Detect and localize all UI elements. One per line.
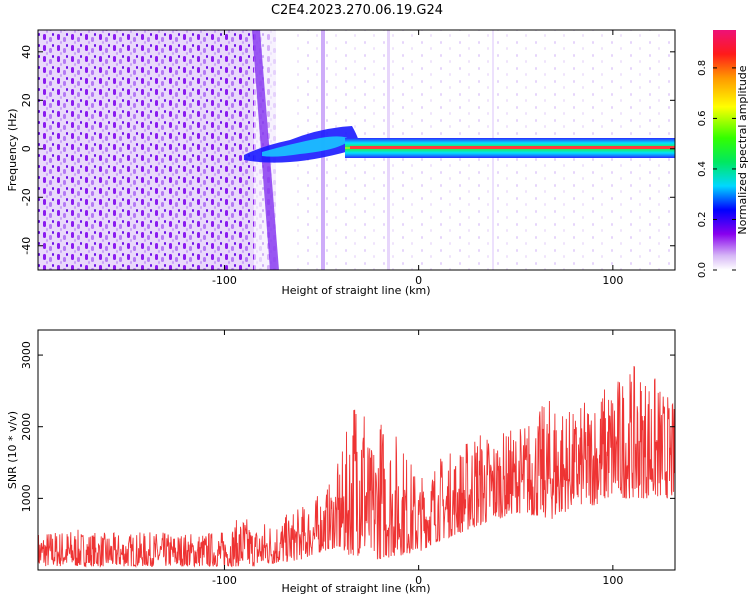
x-tick-label: 0 [415,274,422,287]
x-tick-label: -100 [212,274,237,287]
snr-panel: -100 0 100 1000 2000 3000 Height of straight… [6,329,676,595]
spectrogram-panel: -100 0 100 -40 -20 0 20 40 Height of straight … [6,29,676,297]
colorbar-tick-label: 0.2 [697,212,708,228]
colorbar: 0.0 0.2 0.4 0.6 0.8 Normalized spectral ampl… [697,30,749,278]
spectrogram-y-ticks: -40 -20 0 20 40 [20,45,675,255]
y-tick-label: 0 [20,145,33,152]
x-tick-label: -100 [212,574,237,587]
colorbar-ticks: 0.0 0.2 0.4 0.6 0.8 [697,60,736,278]
carrier-peak [350,146,675,149]
colorbar-tick-label: 0.0 [697,262,708,278]
colorbar-tick-label: 0.8 [697,60,708,76]
y-tick-label: -40 [20,237,33,255]
y-tick-label: 40 [20,45,33,59]
colorbar-label: Normalized spectral amplitude [736,65,749,234]
snr-series-line [38,365,675,568]
x-tick-label: 100 [602,574,623,587]
carrier-blob-core [262,136,350,157]
spectrogram-frame [37,29,676,271]
y-tick-label: -20 [20,188,33,206]
snr-x-axis-label: Height of straight line (km) [281,582,430,595]
colorbar-tick-label: 0.4 [697,161,708,177]
dense-noise-band [38,30,254,270]
spectrogram-x-ticks: -100 0 100 [212,30,623,287]
y-tick-label: 3000 [20,341,33,369]
snr-y-ticks: 1000 2000 3000 [20,341,675,512]
colorbar-tick-label: 0.6 [697,110,708,126]
x-tick-label: 100 [602,274,623,287]
snr-y-axis-label: SNR (10 * v/v) [6,411,19,489]
snr-frame [37,329,676,571]
y-tick-label: 1000 [20,484,33,512]
y-tick-label: 20 [20,93,33,107]
snr-x-ticks: -100 0 100 [212,330,623,587]
spectrogram-x-axis-label: Height of straight line (km) [281,284,430,297]
spectrogram-y-axis-label: Frequency (Hz) [6,109,19,192]
y-tick-label: 2000 [20,413,33,441]
figure-title: C2E4.2023.270.06.19.G24 [271,3,443,18]
spectrogram-image [38,30,675,270]
colorbar-scale [713,30,736,270]
x-tick-label: 0 [415,574,422,587]
